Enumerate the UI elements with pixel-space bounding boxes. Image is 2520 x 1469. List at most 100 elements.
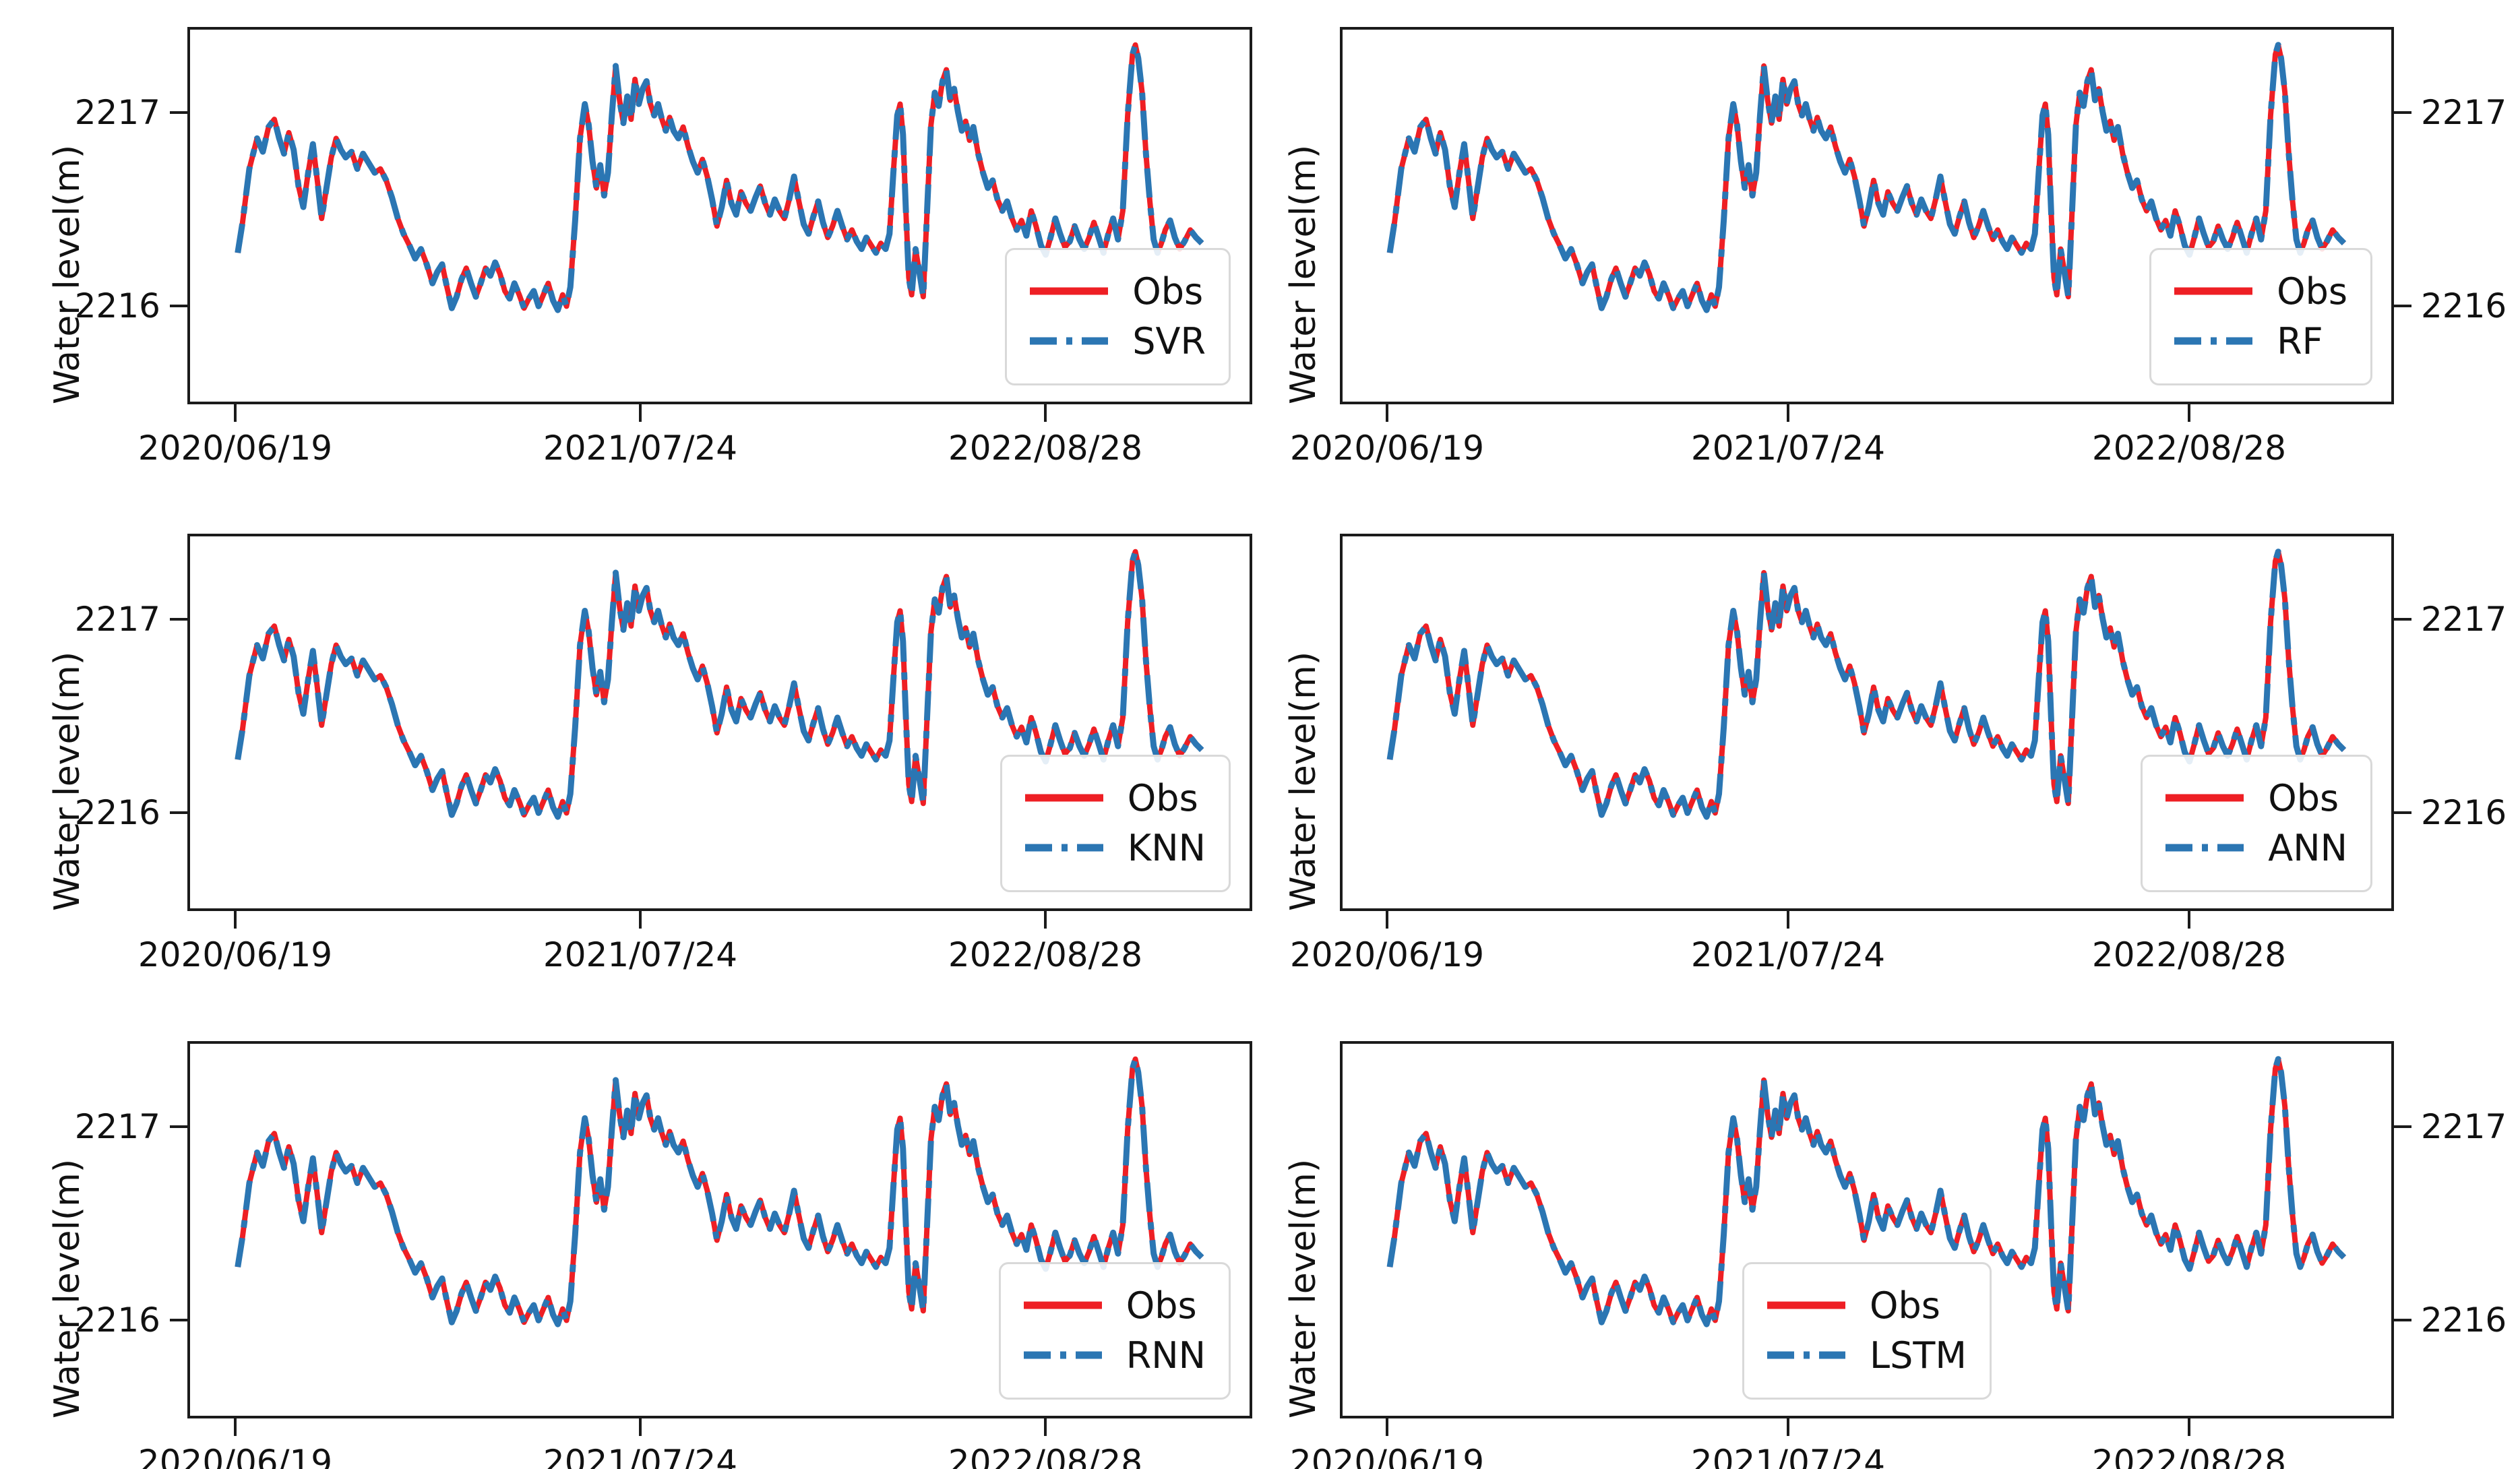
x-tick-mark <box>639 404 642 422</box>
x-tick-label: 2020/06/19 <box>137 935 333 974</box>
legend-model-line-icon <box>2165 844 2244 852</box>
x-tick-label: 2020/06/19 <box>1289 1443 1485 1469</box>
x-tick-label: 2021/07/24 <box>1690 429 1886 468</box>
x-tick-label: 2020/06/19 <box>137 1443 333 1469</box>
x-tick-mark <box>1787 404 1789 422</box>
y-tick-mark <box>170 305 187 307</box>
legend-row-obs: Obs <box>2161 773 2347 823</box>
legend: Obs RNN <box>998 1262 1231 1400</box>
y-tick-mark <box>170 1319 187 1321</box>
x-tick-mark <box>639 1418 642 1436</box>
x-tick-mark <box>2188 404 2190 422</box>
legend-model-line-icon <box>1023 1351 1102 1359</box>
y-axis-label: Water level(m) <box>47 651 88 911</box>
legend-obs-label: Obs <box>1127 776 1198 819</box>
legend-obs-label: Obs <box>1132 270 1204 313</box>
y-tick-mark <box>2394 111 2411 114</box>
legend-model-label: ANN <box>2268 826 2347 869</box>
legend-obs-label: Obs <box>1126 1284 1197 1327</box>
legend-obs-label: Obs <box>1870 1284 1940 1327</box>
x-tick-mark <box>234 1418 237 1436</box>
y-tick-label: 2216 <box>74 793 160 832</box>
x-tick-label: 2021/07/24 <box>543 429 738 468</box>
y-tick-mark <box>2394 618 2411 621</box>
x-tick-mark <box>1386 911 1388 929</box>
y-tick-mark <box>170 811 187 814</box>
y-tick-mark <box>2394 1125 2411 1128</box>
legend-row-model: KNN <box>1021 823 1206 873</box>
legend-row-model: RNN <box>1020 1330 1206 1380</box>
x-tick-mark <box>2188 911 2190 929</box>
subplot-knn: Water level(m) 2217 2216 2020/06/19 2021… <box>47 534 1252 974</box>
y-axis-label: Water level(m) <box>47 144 88 404</box>
legend-obs-line-icon <box>2174 287 2253 295</box>
y-tick-mark <box>2394 305 2411 307</box>
model-series-line <box>1386 1056 2347 1327</box>
legend-obs-label: Obs <box>2277 270 2347 313</box>
plot-frame: Obs KNN <box>187 534 1252 911</box>
x-tick-mark <box>1044 911 1047 929</box>
line-chart-lstm <box>1386 1056 2347 1327</box>
legend-row-model: RF <box>2170 316 2347 366</box>
x-tick-mark <box>1386 404 1388 422</box>
x-tick-label: 2020/06/19 <box>1289 429 1485 468</box>
x-tick-label: 2021/07/24 <box>1690 1443 1886 1469</box>
y-axis-label: Water level(m) <box>1283 1158 1324 1418</box>
legend-model-label: RNN <box>1126 1334 1206 1377</box>
subplot-rnn: Water level(m) 2217 2216 2020/06/19 2021… <box>47 1041 1252 1469</box>
legend-obs-line-icon <box>1767 1301 1846 1309</box>
x-tick-label: 2022/08/28 <box>948 429 1143 468</box>
x-tick-label: 2022/08/28 <box>948 935 1143 974</box>
legend-model-line-icon <box>2174 337 2253 345</box>
y-tick-label: 2217 <box>74 1107 160 1146</box>
x-tick-label: 2021/07/24 <box>543 1443 738 1469</box>
legend-obs-line-icon <box>1023 1301 1102 1309</box>
legend: Obs KNN <box>1000 755 1231 892</box>
y-tick-mark <box>2394 1319 2411 1321</box>
x-tick-label: 2022/08/28 <box>948 1443 1143 1469</box>
legend-obs-line-icon <box>2165 794 2244 802</box>
legend-row-obs: Obs <box>1021 773 1206 823</box>
x-tick-mark <box>2188 1418 2190 1436</box>
y-tick-mark <box>170 111 187 114</box>
y-tick-mark <box>2394 811 2411 814</box>
legend-obs-label: Obs <box>2268 776 2339 819</box>
y-tick-label: 2216 <box>2421 286 2507 325</box>
legend-model-line-icon <box>1024 844 1103 852</box>
x-tick-mark <box>1787 911 1789 929</box>
y-tick-mark <box>170 1125 187 1128</box>
y-tick-label: 2216 <box>2421 793 2507 832</box>
plot-frame: Obs RF <box>1340 27 2394 404</box>
subplot-rf: Water level(m) 2217 2216 2020/06/19 2021… <box>1283 27 2507 468</box>
y-tick-label: 2216 <box>74 1301 160 1340</box>
legend-row-obs: Obs <box>2170 266 2347 316</box>
legend: Obs RF <box>2149 248 2372 385</box>
x-tick-mark <box>1044 1418 1047 1436</box>
y-axis-label: Water level(m) <box>47 1158 88 1418</box>
plot-frame: Obs LSTM <box>1340 1041 2394 1418</box>
legend-obs-line-icon <box>1030 287 1109 295</box>
legend: Obs SVR <box>1005 248 1231 385</box>
x-tick-label: 2021/07/24 <box>1690 935 1886 974</box>
legend-row-obs: Obs <box>1763 1280 1967 1330</box>
x-tick-mark <box>1787 1418 1789 1436</box>
x-tick-label: 2020/06/19 <box>1289 935 1485 974</box>
x-tick-label: 2021/07/24 <box>543 935 738 974</box>
x-tick-mark <box>234 911 237 929</box>
x-tick-mark <box>1044 404 1047 422</box>
legend-row-obs: Obs <box>1020 1280 1206 1330</box>
y-tick-label: 2217 <box>2421 93 2507 132</box>
legend-row-obs: Obs <box>1026 266 1206 316</box>
x-tick-mark <box>234 404 237 422</box>
legend: Obs LSTM <box>1742 1262 1992 1400</box>
legend-model-line-icon <box>1030 337 1109 345</box>
subplot-lstm: Water level(m) 2217 2216 2020/06/19 2021… <box>1283 1041 2507 1469</box>
plot-frame: Obs ANN <box>1340 534 2394 911</box>
y-tick-label: 2216 <box>2421 1301 2507 1340</box>
x-tick-label: 2022/08/28 <box>2091 1443 2287 1469</box>
legend-obs-line-icon <box>1024 794 1103 802</box>
y-tick-mark <box>170 618 187 621</box>
y-axis-label: Water level(m) <box>1283 144 1324 404</box>
y-tick-label: 2217 <box>74 600 160 639</box>
